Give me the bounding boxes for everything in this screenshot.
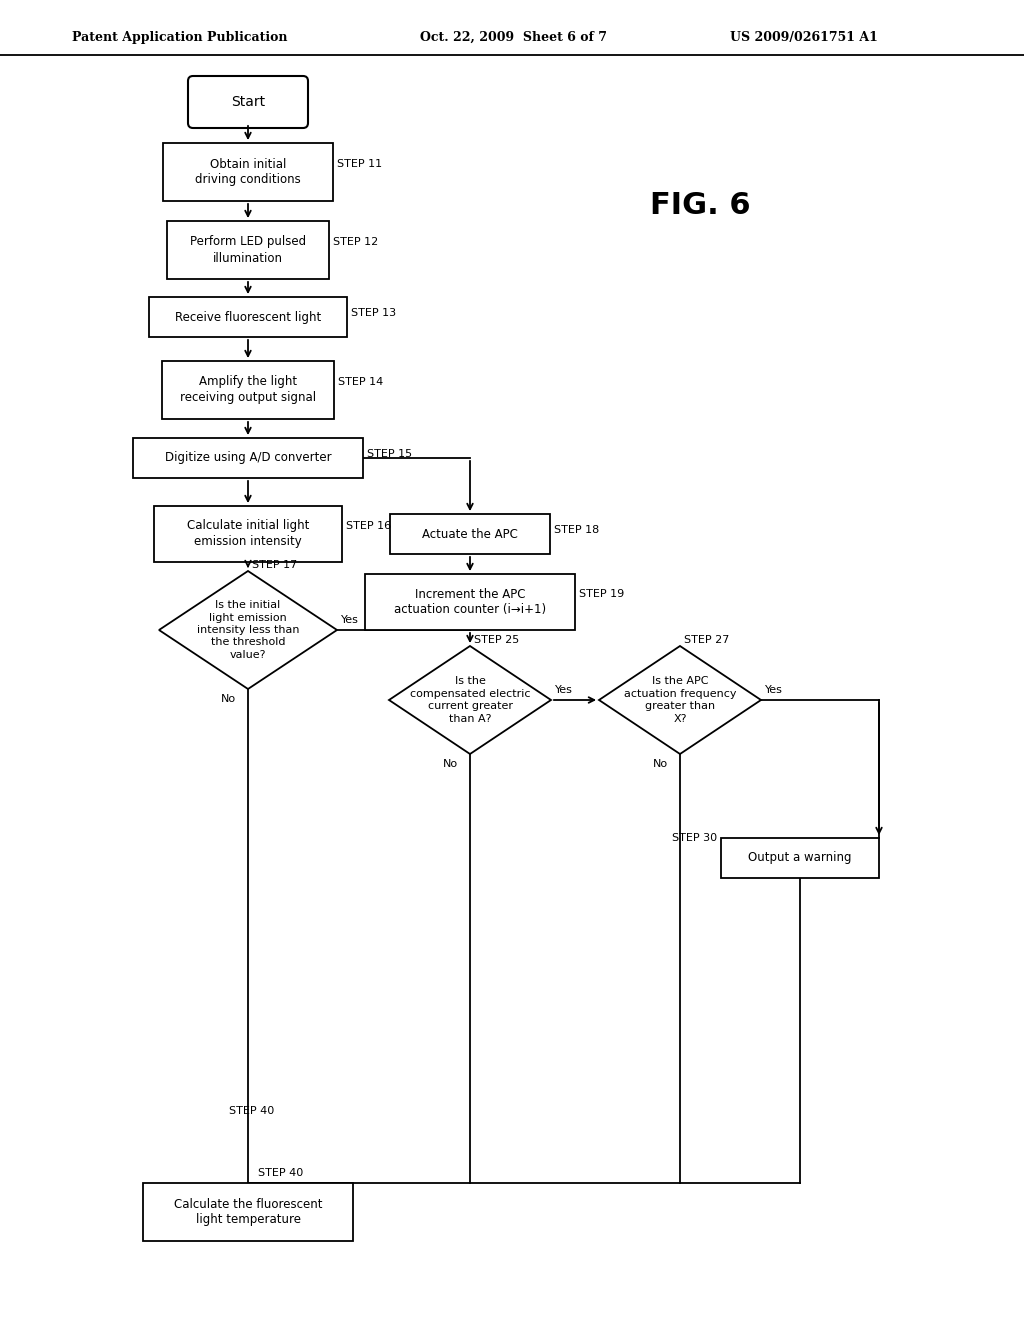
Bar bbox=[721, 838, 879, 878]
Text: STEP 18: STEP 18 bbox=[554, 525, 599, 535]
Text: STEP 40: STEP 40 bbox=[258, 1168, 303, 1177]
Text: Receive fluorescent light: Receive fluorescent light bbox=[175, 310, 322, 323]
Text: Oct. 22, 2009  Sheet 6 of 7: Oct. 22, 2009 Sheet 6 of 7 bbox=[420, 30, 607, 44]
Text: STEP 14: STEP 14 bbox=[338, 378, 383, 387]
Text: Yes: Yes bbox=[555, 685, 572, 696]
Text: STEP 13: STEP 13 bbox=[351, 308, 396, 318]
Text: Calculate initial light
emission intensity: Calculate initial light emission intensi… bbox=[186, 520, 309, 549]
Text: STEP 12: STEP 12 bbox=[333, 238, 378, 247]
Text: Perform LED pulsed
illumination: Perform LED pulsed illumination bbox=[189, 235, 306, 264]
Text: US 2009/0261751 A1: US 2009/0261751 A1 bbox=[730, 30, 878, 44]
Bar bbox=[143, 1183, 353, 1241]
Text: Yes: Yes bbox=[765, 685, 783, 696]
Text: Amplify the light
receiving output signal: Amplify the light receiving output signa… bbox=[180, 375, 316, 404]
Text: Digitize using A/D converter: Digitize using A/D converter bbox=[165, 451, 332, 465]
Text: No: No bbox=[653, 759, 668, 770]
Polygon shape bbox=[599, 645, 761, 754]
Text: No: No bbox=[221, 694, 236, 704]
Text: Calculate the fluorescent
light temperature: Calculate the fluorescent light temperat… bbox=[174, 1197, 323, 1226]
Bar bbox=[163, 143, 333, 201]
Bar bbox=[133, 438, 362, 478]
Text: STEP 25: STEP 25 bbox=[474, 635, 519, 645]
Text: Actuate the APC: Actuate the APC bbox=[422, 528, 518, 540]
Text: Patent Application Publication: Patent Application Publication bbox=[72, 30, 288, 44]
Text: STEP 15: STEP 15 bbox=[367, 449, 412, 459]
Text: STEP 19: STEP 19 bbox=[579, 589, 625, 599]
Text: STEP 17: STEP 17 bbox=[252, 560, 297, 570]
Bar bbox=[154, 506, 342, 562]
Text: FIG. 6: FIG. 6 bbox=[650, 190, 751, 219]
Text: Yes: Yes bbox=[341, 615, 358, 624]
Bar bbox=[390, 513, 550, 554]
Text: STEP 16: STEP 16 bbox=[346, 521, 391, 531]
Text: Is the
compensated electric
current greater
than A?: Is the compensated electric current grea… bbox=[410, 676, 530, 723]
Text: Obtain initial
driving conditions: Obtain initial driving conditions bbox=[196, 157, 301, 186]
Bar bbox=[150, 297, 347, 337]
Polygon shape bbox=[389, 645, 551, 754]
FancyBboxPatch shape bbox=[188, 77, 308, 128]
Text: STEP 27: STEP 27 bbox=[684, 635, 729, 645]
Text: STEP 11: STEP 11 bbox=[337, 158, 382, 169]
Text: Start: Start bbox=[231, 95, 265, 110]
Text: STEP 40: STEP 40 bbox=[229, 1106, 274, 1115]
Text: Is the initial
light emission
intensity less than
the threshold
value?: Is the initial light emission intensity … bbox=[197, 601, 299, 660]
Text: Is the APC
actuation frequency
greater than
X?: Is the APC actuation frequency greater t… bbox=[624, 676, 736, 723]
Text: No: No bbox=[442, 759, 458, 770]
Bar bbox=[167, 220, 329, 279]
Text: STEP 30: STEP 30 bbox=[672, 833, 717, 843]
Bar bbox=[365, 574, 575, 630]
Bar bbox=[162, 360, 334, 418]
Text: Increment the APC
actuation counter (i→i+1): Increment the APC actuation counter (i→i… bbox=[394, 587, 546, 616]
Polygon shape bbox=[159, 572, 337, 689]
Text: Output a warning: Output a warning bbox=[749, 851, 852, 865]
